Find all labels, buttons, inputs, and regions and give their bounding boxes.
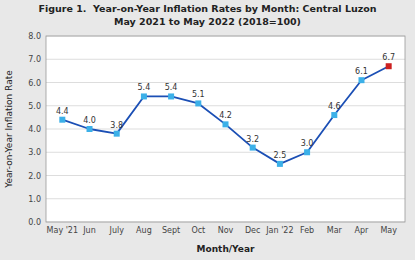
- chart: 0.0 1.0 2.0 3.0 4.0 5.0 6.0 7.0 8.0 May '21 Jun Jul…: [0, 0, 415, 260]
- grid-line: [46, 152, 405, 153]
- y-tick-label: 0.0: [28, 218, 41, 227]
- x-tick-label: Apr: [355, 226, 370, 235]
- x-axis-label: Month/Year: [197, 244, 255, 254]
- chart-container: 0.0 1.0 2.0 3.0 4.0 5.0 6.0 7.0 8.0 May '21 Jun Jul…: [0, 0, 415, 260]
- data-label: 4.0: [83, 116, 96, 125]
- y-tick-label: 1.0: [28, 195, 41, 204]
- grid-line: [46, 105, 405, 106]
- data-label: 6.1: [355, 67, 368, 76]
- grid-line: [46, 175, 405, 176]
- y-tick-label: 8.0: [28, 32, 41, 41]
- marker: [331, 112, 337, 118]
- y-tick-label: 3.0: [28, 148, 41, 157]
- marker: [386, 63, 392, 69]
- x-tick-label: Feb: [300, 226, 314, 235]
- grid-line: [46, 129, 405, 130]
- marker: [59, 117, 65, 123]
- x-tick-label: Jun: [82, 226, 96, 235]
- marker: [141, 93, 147, 99]
- marker: [87, 126, 93, 132]
- y-tick-label: 4.0: [28, 125, 41, 134]
- data-label: 3.0: [301, 139, 314, 148]
- marker: [358, 77, 364, 83]
- data-label: 3.2: [246, 135, 259, 144]
- marker: [114, 131, 120, 137]
- x-tick-label: Sept: [162, 226, 180, 235]
- data-label: 5.4: [138, 83, 151, 92]
- grid-line: [46, 198, 405, 199]
- data-label: 4.4: [56, 107, 69, 116]
- marker: [195, 100, 201, 106]
- plot-area: [46, 36, 405, 222]
- x-tick-label: Mar: [327, 226, 343, 235]
- plot-frame: [46, 36, 405, 222]
- y-axis-label: Year-on-Year Inflation Rate: [4, 70, 14, 189]
- data-label: 5.1: [192, 90, 205, 99]
- y-tick-label: 6.0: [28, 79, 41, 88]
- y-tick-label: 2.0: [28, 172, 41, 181]
- y-tick-label: 7.0: [28, 55, 41, 64]
- data-label: 4.6: [328, 102, 341, 111]
- marker: [223, 121, 229, 127]
- x-tick-label: July: [109, 226, 125, 235]
- data-label: 5.4: [165, 83, 178, 92]
- data-label: 6.7: [382, 53, 395, 62]
- data-label: 2.5: [274, 151, 287, 160]
- title: Figure 1. Year-on-Year Inflation Rates b…: [38, 3, 376, 14]
- x-tick-label: Dec: [245, 226, 260, 235]
- grid-line: [46, 82, 405, 83]
- marker: [250, 145, 256, 151]
- marker: [277, 161, 283, 167]
- x-tick-label: May '21: [47, 226, 78, 235]
- subtitle: May 2021 to May 2022 (2018=100): [114, 16, 301, 27]
- x-tick-label: May: [380, 226, 397, 235]
- x-tick-label: Oct: [191, 226, 205, 235]
- line: [62, 66, 388, 164]
- grid-line: [46, 59, 405, 60]
- y-tick-label: 5.0: [28, 102, 41, 111]
- marker: [168, 93, 174, 99]
- marker: [304, 149, 310, 155]
- series: [59, 63, 391, 167]
- x-tick-label: Jan '22: [265, 226, 293, 235]
- data-label: 4.2: [219, 111, 232, 120]
- x-tick-label: Nov: [218, 226, 234, 235]
- data-label: 3.8: [110, 121, 123, 130]
- x-tick-label: Aug: [136, 226, 152, 235]
